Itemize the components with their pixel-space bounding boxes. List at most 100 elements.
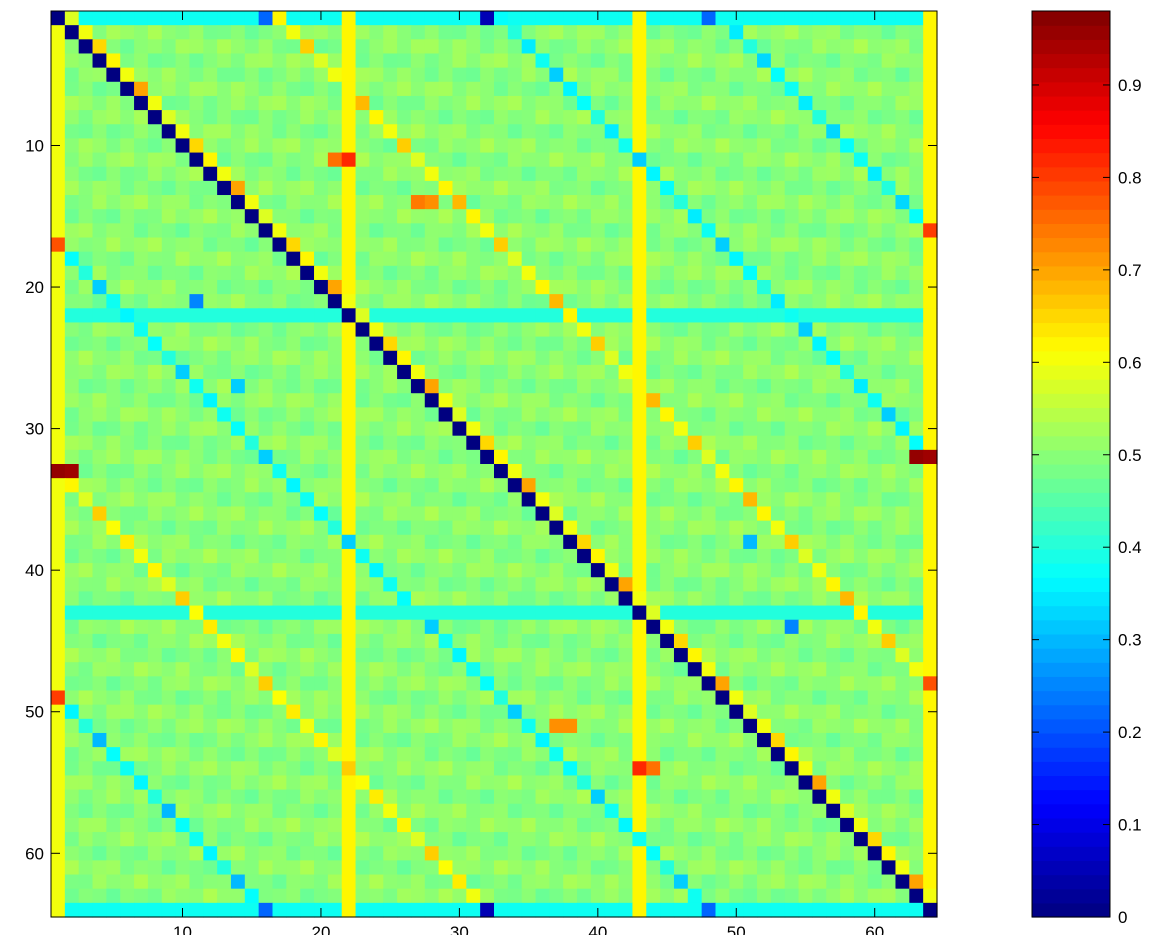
heatmap-cell bbox=[175, 25, 191, 40]
heatmap-cell bbox=[397, 563, 412, 578]
heatmap-cell bbox=[189, 166, 204, 182]
heatmap-cell bbox=[438, 294, 454, 309]
heatmap-cell bbox=[757, 265, 772, 281]
heatmap-cell bbox=[466, 449, 481, 465]
heatmap-cell bbox=[770, 67, 786, 83]
heatmap-cell bbox=[189, 690, 204, 706]
heatmap-cell bbox=[826, 81, 841, 97]
heatmap-cell bbox=[78, 237, 94, 253]
heatmap-cell bbox=[577, 209, 592, 224]
heatmap-cell bbox=[826, 393, 841, 408]
heatmap-cell bbox=[230, 534, 246, 550]
heatmap-cell bbox=[397, 379, 412, 394]
heatmap-cell bbox=[895, 251, 910, 267]
y-tick-label: 60 bbox=[25, 844, 44, 863]
heatmap-cell bbox=[410, 548, 426, 564]
heatmap-cell bbox=[895, 832, 910, 847]
heatmap-cell bbox=[92, 166, 107, 182]
heatmap-cell bbox=[590, 732, 606, 748]
heatmap-cell bbox=[867, 789, 883, 805]
heatmap-cell bbox=[286, 520, 301, 536]
heatmap-cell bbox=[840, 789, 855, 805]
heatmap-cell bbox=[161, 478, 177, 493]
heatmap-cell bbox=[452, 874, 467, 890]
heatmap-cell bbox=[258, 223, 274, 239]
heatmap-cell bbox=[701, 180, 717, 196]
heatmap-cell bbox=[646, 265, 661, 281]
heatmap-cell bbox=[51, 11, 66, 26]
heatmap-cell bbox=[147, 902, 163, 918]
heatmap-cell bbox=[189, 379, 204, 394]
heatmap-cell bbox=[715, 25, 730, 40]
heatmap-cell bbox=[258, 775, 274, 791]
heatmap-cell bbox=[217, 223, 232, 239]
heatmap-cell bbox=[203, 237, 218, 253]
heatmap-cell bbox=[590, 548, 606, 564]
heatmap-cell bbox=[604, 591, 620, 607]
heatmap-cell bbox=[217, 817, 232, 833]
heatmap-cell bbox=[853, 902, 869, 918]
heatmap-cell bbox=[327, 761, 343, 777]
heatmap-cell bbox=[521, 662, 537, 677]
heatmap-cell bbox=[729, 209, 744, 224]
heatmap-cell bbox=[134, 251, 149, 267]
heatmap-cell bbox=[840, 520, 855, 536]
heatmap-cell bbox=[189, 237, 204, 253]
heatmap-cell bbox=[397, 577, 412, 593]
heatmap-cell bbox=[106, 605, 121, 621]
heatmap-cell bbox=[646, 308, 661, 324]
heatmap-cell bbox=[272, 506, 287, 522]
heatmap-cell bbox=[286, 25, 301, 40]
heatmap-cell bbox=[258, 39, 274, 55]
heatmap-cell bbox=[590, 67, 606, 83]
heatmap-cell bbox=[618, 676, 634, 692]
heatmap-cell bbox=[604, 322, 620, 338]
heatmap-cell bbox=[853, 364, 869, 380]
heatmap-cell bbox=[770, 265, 786, 281]
heatmap-cell bbox=[618, 464, 634, 479]
heatmap-cell bbox=[784, 690, 800, 706]
heatmap-cell bbox=[175, 364, 191, 380]
heatmap-cell bbox=[673, 223, 689, 239]
heatmap-cell bbox=[521, 364, 537, 380]
heatmap-cell bbox=[78, 435, 94, 451]
heatmap-cell bbox=[438, 747, 454, 762]
heatmap-cell bbox=[867, 633, 883, 649]
heatmap-cell bbox=[51, 874, 66, 890]
heatmap-cell bbox=[895, 39, 910, 55]
heatmap-cell bbox=[244, 492, 260, 508]
heatmap-cell bbox=[590, 747, 606, 762]
heatmap-cell bbox=[923, 53, 938, 69]
heatmap-cell bbox=[230, 421, 246, 437]
heatmap-cell bbox=[757, 25, 772, 40]
heatmap-cell bbox=[840, 152, 855, 168]
heatmap-cell bbox=[355, 195, 370, 210]
heatmap-cell bbox=[161, 294, 177, 309]
heatmap-cell bbox=[341, 846, 357, 861]
heatmap-cell bbox=[715, 676, 730, 692]
heatmap-cell bbox=[438, 279, 454, 295]
heatmap-cell bbox=[881, 605, 897, 621]
heatmap-cell bbox=[701, 81, 717, 97]
heatmap-cell bbox=[881, 435, 897, 451]
heatmap-cell bbox=[300, 478, 315, 493]
heatmap-cell bbox=[286, 294, 301, 309]
heatmap-cell bbox=[757, 294, 772, 309]
heatmap-cell bbox=[410, 138, 426, 154]
heatmap-cell bbox=[314, 775, 329, 791]
heatmap-cell bbox=[743, 209, 758, 224]
heatmap-cell bbox=[853, 860, 869, 876]
heatmap-cell bbox=[632, 860, 647, 876]
heatmap-cell bbox=[867, 874, 883, 890]
heatmap-cell bbox=[743, 322, 758, 338]
heatmap-cell bbox=[494, 775, 509, 791]
heatmap-cell bbox=[715, 775, 730, 791]
heatmap-cell bbox=[660, 732, 675, 748]
heatmap-cell bbox=[106, 817, 121, 833]
heatmap-cell bbox=[604, 421, 620, 437]
heatmap-cell bbox=[604, 124, 620, 140]
heatmap-cell bbox=[230, 364, 246, 380]
heatmap-cell bbox=[300, 11, 315, 26]
heatmap-cell bbox=[826, 633, 841, 649]
heatmap-cell bbox=[383, 209, 398, 224]
